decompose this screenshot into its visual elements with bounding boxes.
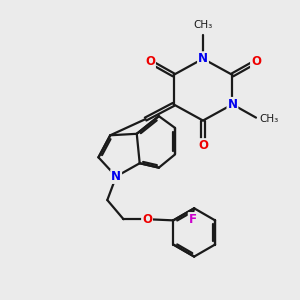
Text: F: F [189,213,197,226]
Text: O: O [145,55,155,68]
Text: CH₃: CH₃ [194,20,213,30]
Text: N: N [227,98,237,111]
Text: O: O [142,213,152,226]
Text: CH₃: CH₃ [260,114,279,124]
Text: N: N [198,52,208,65]
Text: O: O [251,55,261,68]
Text: N: N [111,170,121,183]
Text: O: O [198,139,208,152]
